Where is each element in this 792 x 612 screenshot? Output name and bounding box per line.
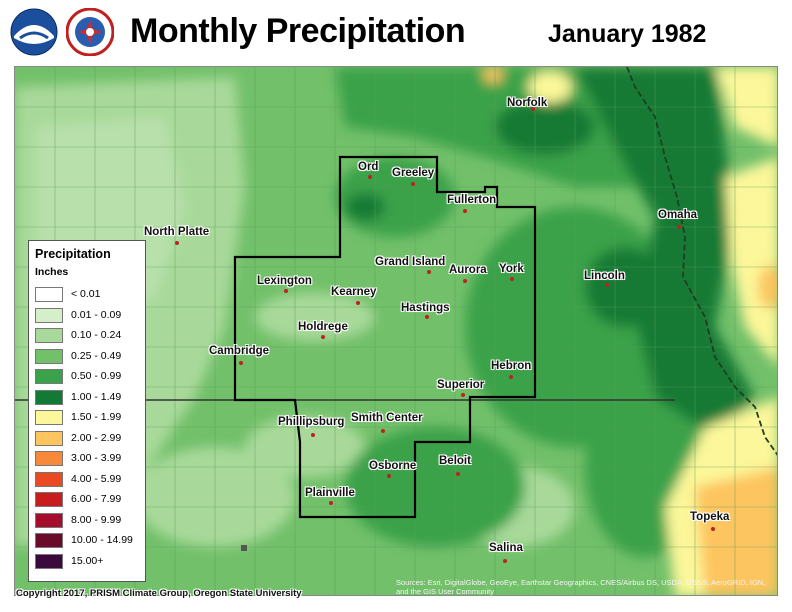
legend-item: < 0.01	[35, 287, 143, 304]
city-salina: Salina	[489, 542, 523, 554]
legend-item: 1.50 - 1.99	[35, 410, 143, 427]
legend-item: 8.00 - 9.99	[35, 512, 143, 530]
city-omaha: Omaha	[658, 209, 697, 221]
legend-swatch	[35, 389, 63, 405]
legend-swatch	[35, 348, 63, 364]
city-grand-island: Grand Island	[375, 256, 446, 268]
legend: Precipitation Inches < 0.01 0.01 - 0.09 0.…	[28, 240, 146, 582]
city-topeka: Topeka	[690, 511, 730, 523]
norfolk-yellow	[528, 71, 572, 103]
legend-swatch	[35, 492, 63, 507]
legend-swatch	[35, 369, 63, 384]
city-fullerton: Fullerton	[447, 194, 497, 206]
date-label: January 1982	[548, 20, 707, 48]
legend-swatch	[35, 533, 63, 548]
city-osborne: Osborne	[369, 460, 417, 472]
city-hastings: Hastings	[401, 302, 450, 314]
legend-label: 6.00 - 7.99	[71, 493, 122, 505]
city-lexington: Lexington	[257, 275, 312, 287]
lexington-light	[255, 293, 375, 341]
city-smith-center: Smith Center	[351, 412, 423, 424]
legend-label: 0.50 - 0.99	[71, 370, 122, 382]
city-ord: Ord	[358, 161, 379, 173]
lincoln-darkest	[585, 247, 665, 327]
header: Monthly Precipitation January 1982	[0, 0, 792, 66]
city-holdrege: Holdrege	[298, 321, 348, 333]
legend-swatch	[35, 512, 63, 528]
noaa-logo-icon	[10, 8, 58, 56]
city-north-platte: North Platte	[144, 226, 210, 238]
city-kearney: Kearney	[331, 286, 377, 298]
city-beloit: Beloit	[439, 455, 471, 467]
city-aurora: Aurora	[449, 264, 487, 276]
legend-item: 0.10 - 0.24	[35, 328, 143, 345]
legend-label: 1.50 - 1.99	[71, 411, 122, 423]
legend-swatch	[35, 471, 63, 487]
legend-label: 0.10 - 0.24	[71, 329, 122, 341]
legend-swatch	[35, 307, 63, 323]
missouri-river	[626, 67, 777, 456]
city-greeley: Greeley	[392, 167, 435, 179]
legend-title: Precipitation	[35, 247, 111, 261]
legend-label: 0.25 - 0.49	[71, 349, 122, 362]
nw-dark-patch	[345, 193, 385, 221]
legend-swatch	[35, 430, 63, 446]
legend-units: Inches	[35, 266, 69, 278]
norfolk-orange	[483, 67, 503, 83]
legend-label: 0.01 - 0.09	[71, 308, 122, 321]
page-title: Monthly Precipitation	[130, 12, 466, 50]
city-phillipsburg: Phillipsburg	[278, 416, 345, 428]
legend-swatch	[35, 451, 63, 466]
legend-label: 2.00 - 2.99	[71, 431, 122, 444]
legend-label: 4.00 - 5.99	[71, 472, 122, 485]
east-yellow-area	[725, 157, 777, 365]
legend-item: 0.25 - 0.49	[35, 348, 143, 366]
legend-item: 10.00 - 14.99	[35, 533, 143, 550]
map-speck	[241, 545, 247, 551]
se-orange-area	[695, 467, 777, 595]
east-orange	[758, 265, 777, 309]
legend-item: 0.50 - 0.99	[35, 369, 143, 386]
city-lincoln: Lincoln	[584, 270, 625, 282]
legend-label: 3.00 - 3.99	[71, 452, 122, 464]
city-cambridge: Cambridge	[209, 345, 270, 357]
legend-item: 15.00+	[35, 553, 143, 571]
ne-yellow-area	[715, 67, 777, 147]
legend-item: 6.00 - 7.99	[35, 492, 143, 509]
legend-label: 1.00 - 1.49	[71, 390, 122, 403]
east-darkest	[575, 67, 755, 437]
legend-item: 1.00 - 1.49	[35, 389, 143, 407]
legend-label: 15.00+	[71, 554, 104, 567]
city-norfolk: Norfolk	[507, 97, 548, 109]
legend-item: 3.00 - 3.99	[35, 451, 143, 468]
legend-label: 10.00 - 14.99	[71, 534, 133, 546]
legend-swatch	[35, 410, 63, 425]
copyright-text: Copyright 2017, PRISM Climate Group, Ore…	[16, 588, 302, 599]
national-weather-service-logo-icon	[66, 8, 114, 56]
legend-swatch	[35, 328, 63, 343]
city-plainville: Plainville	[305, 487, 355, 499]
city-york: York	[499, 263, 524, 275]
legend-label: 8.00 - 9.99	[71, 513, 122, 526]
city-superior: Superior	[437, 379, 485, 391]
legend-swatch	[35, 287, 63, 302]
legend-item: 0.01 - 0.09	[35, 307, 143, 325]
legend-item: 2.00 - 2.99	[35, 430, 143, 448]
legend-label: < 0.01	[71, 288, 101, 300]
city-hebron: Hebron	[491, 360, 532, 372]
south-dark	[345, 427, 525, 547]
basemap-credits: Sources: Esri, DigitalGlobe, GeoEye, Ear…	[396, 578, 766, 596]
legend-item: 4.00 - 5.99	[35, 471, 143, 489]
legend-swatch	[35, 553, 63, 569]
norfolk-darkest	[495, 99, 595, 155]
forecast-area-outline	[233, 155, 537, 519]
